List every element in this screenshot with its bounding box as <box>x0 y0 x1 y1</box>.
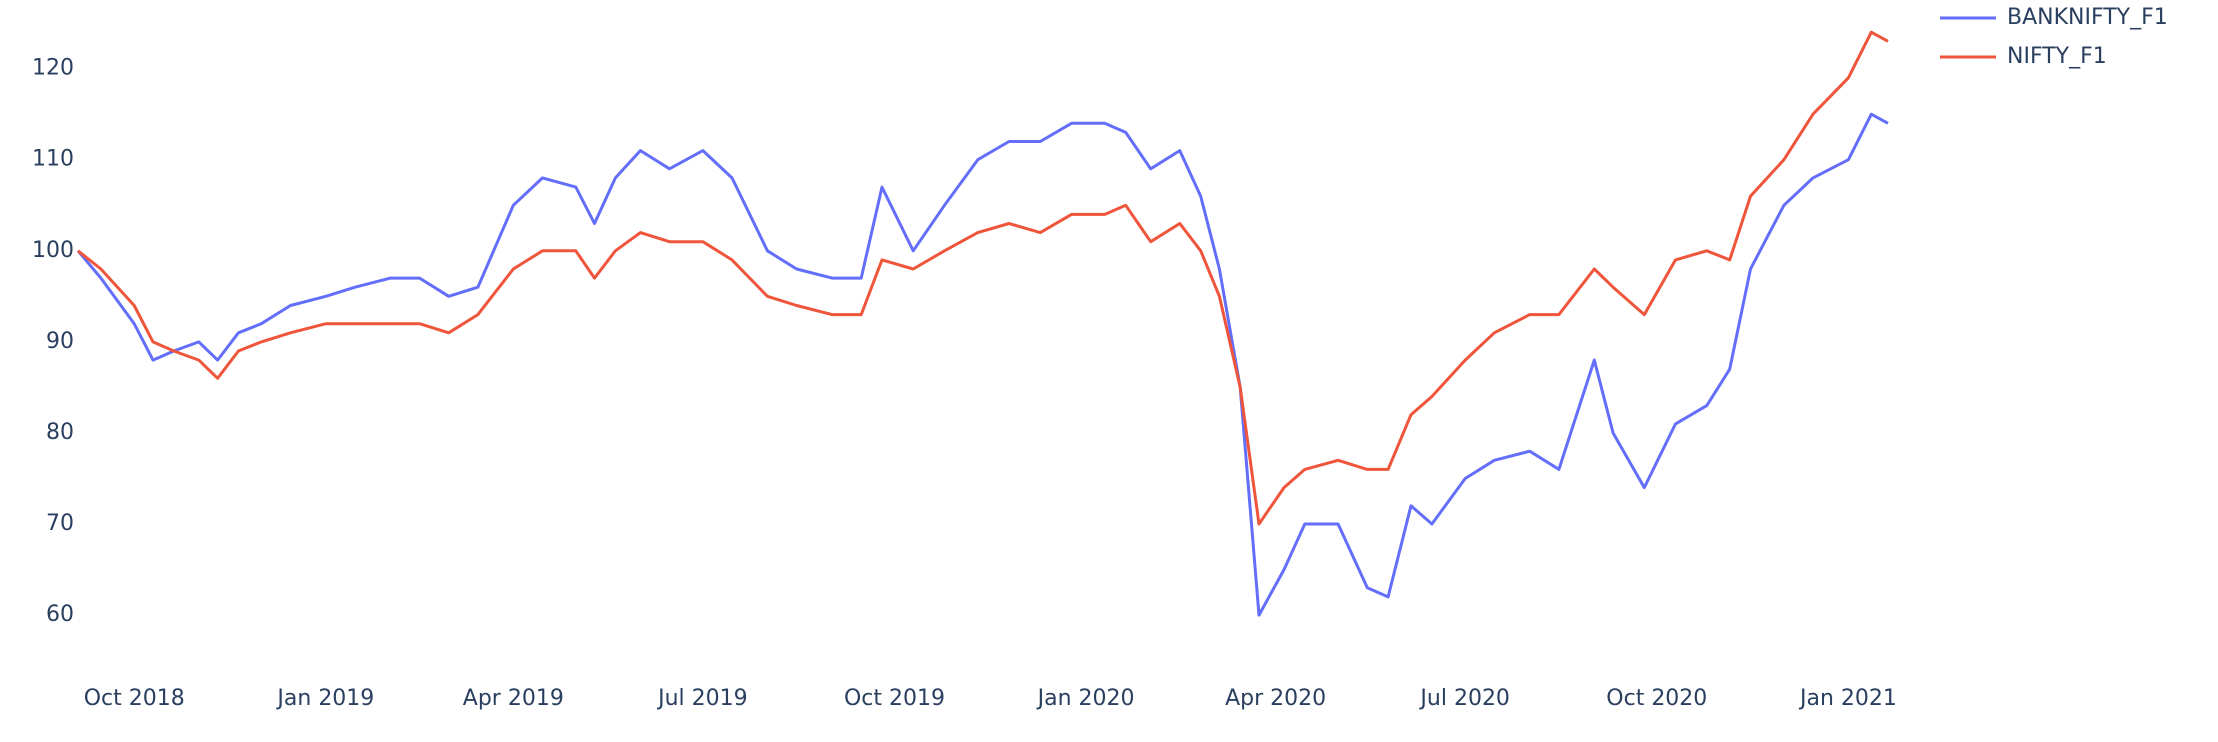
y-tick-label: 110 <box>32 147 74 172</box>
line-series <box>77 30 1889 526</box>
y-tick-label: 70 <box>46 511 74 536</box>
x-tick-label: Oct 2019 <box>844 686 945 711</box>
legend-label: NIFTY_F1 <box>2007 44 2107 69</box>
legend-label: BANKNIFTY_F1 <box>2007 5 2168 30</box>
x-tick-label: Apr 2020 <box>1225 686 1326 711</box>
y-tick-label: 100 <box>32 238 74 263</box>
x-tick-label: Apr 2019 <box>463 686 564 711</box>
y-tick-label: 60 <box>46 602 74 627</box>
y-tick-label: 120 <box>32 56 74 81</box>
y-tick-label: 80 <box>46 420 74 445</box>
x-tick-label: Jul 2019 <box>656 686 748 711</box>
line-series <box>76 112 1889 617</box>
y-tick-label: 90 <box>46 329 74 354</box>
x-tick-label: Jan 2020 <box>1036 686 1135 711</box>
x-tick-label: Oct 2018 <box>84 686 185 711</box>
x-tick-label: Jan 2019 <box>275 686 374 711</box>
x-tick-label: Jan 2021 <box>1798 686 1897 711</box>
x-tick-label: Jul 2020 <box>1418 686 1510 711</box>
x-tick-label: Oct 2020 <box>1606 686 1707 711</box>
